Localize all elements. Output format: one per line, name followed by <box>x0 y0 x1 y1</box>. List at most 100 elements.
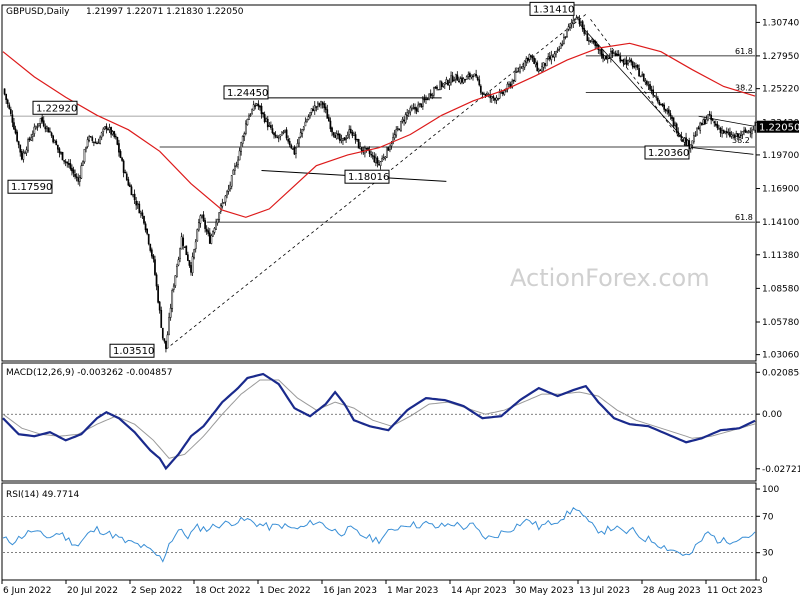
candle-body <box>721 130 723 134</box>
candle-body <box>255 103 258 106</box>
candle-body <box>445 79 448 84</box>
candle-body <box>108 127 111 130</box>
candle-body <box>323 103 326 109</box>
candle-body <box>667 109 670 114</box>
candle-body <box>83 148 86 163</box>
candle-body <box>434 86 437 89</box>
time-tick-label: 28 Aug 2023 <box>643 586 701 596</box>
candle-body <box>381 157 383 162</box>
candle-body <box>407 111 410 114</box>
candle-body <box>238 150 241 161</box>
candle-body <box>96 142 98 145</box>
time-tick-label: 2 Sep 2022 <box>131 586 182 596</box>
candle-body <box>116 136 119 145</box>
candle-body <box>63 160 65 162</box>
candle-body <box>77 177 80 182</box>
candle-body <box>448 82 451 86</box>
candle-body <box>418 102 421 105</box>
price-label: 1.20360 <box>644 145 690 160</box>
candle-body <box>370 154 373 156</box>
candle-body <box>611 50 614 54</box>
candle-body <box>310 108 313 113</box>
candle-body <box>581 21 584 30</box>
candle-body <box>298 136 300 144</box>
candle-body <box>605 55 608 60</box>
candle-body <box>589 40 592 42</box>
candle-body <box>163 338 166 342</box>
candle-body <box>329 120 332 130</box>
candle-body <box>136 203 139 205</box>
candle-body <box>467 74 470 77</box>
candle-body <box>324 106 327 110</box>
candle-body <box>392 136 394 144</box>
candle-body <box>469 73 471 77</box>
candle-body <box>498 92 501 99</box>
candle-body <box>155 274 158 287</box>
candle-body <box>102 128 105 133</box>
candle-body <box>566 28 568 37</box>
candle-body <box>147 234 150 244</box>
candle-body <box>534 61 537 66</box>
ohlc-readout: 1.21997 1.22071 1.21830 1.22050 <box>86 7 244 17</box>
candle-body <box>473 73 476 77</box>
candle-body <box>365 147 368 150</box>
candle-body <box>537 69 540 72</box>
candle-body <box>216 218 219 224</box>
candle-body <box>751 130 753 135</box>
candle-body <box>583 28 586 34</box>
candle-body <box>248 115 250 120</box>
candle-body <box>749 131 752 133</box>
candle-body <box>78 177 81 182</box>
candle-body <box>497 98 499 100</box>
candle-body <box>346 134 349 139</box>
candle-body <box>61 151 64 161</box>
candle-body <box>240 142 242 152</box>
candle-body <box>649 84 651 90</box>
candle-body <box>274 134 277 137</box>
rsi-axis: 100 70 30 0 <box>756 485 779 586</box>
candle-body <box>603 55 606 60</box>
candle-body <box>390 143 393 147</box>
fib-label: 61.8 <box>735 213 753 222</box>
candle-body <box>313 105 316 111</box>
candle-body <box>708 113 711 116</box>
candle-body <box>232 169 235 175</box>
candle-body <box>60 152 62 154</box>
candle-body <box>254 105 257 107</box>
candle-body <box>332 132 335 136</box>
candle-body <box>580 22 582 26</box>
candle-body <box>52 135 54 143</box>
candle-body <box>149 243 152 251</box>
candle-body <box>414 106 416 110</box>
candle-body <box>483 93 485 95</box>
candle-body <box>682 139 684 142</box>
candle-body <box>124 172 127 174</box>
candle-body <box>295 147 297 154</box>
macd-signal-line <box>2 379 756 459</box>
candle-body <box>423 98 426 101</box>
candle-body <box>619 55 622 62</box>
candle-body <box>47 127 50 133</box>
candle-body <box>69 163 72 169</box>
candle-body <box>318 103 321 106</box>
candle-body <box>331 127 333 133</box>
candle-body <box>86 139 89 147</box>
candle-body <box>678 135 681 137</box>
candle-body <box>111 131 114 135</box>
candle-body <box>599 49 601 51</box>
candle-body <box>58 148 61 154</box>
candle-body <box>105 125 108 129</box>
time-tick-label: 20 Jul 2022 <box>67 586 118 596</box>
candle-body <box>461 77 463 83</box>
candle-body <box>345 138 347 140</box>
candle-body <box>118 143 120 153</box>
candle-body <box>754 125 756 131</box>
candle-body <box>569 23 571 28</box>
candle-body <box>88 136 91 141</box>
price-label-box <box>529 1 575 16</box>
time-tick-label: 1 Dec 2022 <box>259 586 311 596</box>
candle-body <box>326 109 329 119</box>
candle-body <box>741 131 744 135</box>
price-axis: 1.307401.279501.252201.224201.197001.169… <box>756 18 799 361</box>
candle-body <box>266 118 269 128</box>
